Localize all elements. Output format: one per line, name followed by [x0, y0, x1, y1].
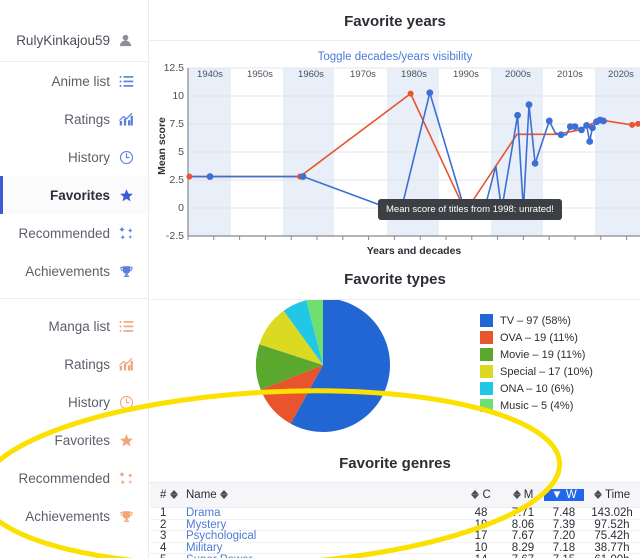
svg-text:1960s: 1960s [298, 69, 324, 80]
svg-text:2010s: 2010s [557, 69, 583, 80]
svg-text:-2.5: -2.5 [166, 230, 184, 242]
svg-text:2000s: 2000s [505, 69, 531, 80]
svg-text:1970s: 1970s [350, 69, 376, 80]
svg-text:2.5: 2.5 [169, 174, 184, 186]
svg-text:1940s: 1940s [197, 69, 223, 80]
svg-text:0: 0 [178, 202, 184, 214]
svg-text:12.5: 12.5 [164, 62, 185, 74]
svg-text:1950s: 1950s [247, 69, 273, 80]
svg-text:1980s: 1980s [401, 69, 427, 80]
svg-text:1990s: 1990s [453, 69, 479, 80]
svg-text:2020s: 2020s [608, 69, 634, 80]
svg-text:10: 10 [172, 90, 184, 102]
svg-text:5: 5 [178, 146, 184, 158]
svg-text:Years and decades: Years and decades [367, 245, 462, 257]
svg-text:7.5: 7.5 [169, 118, 184, 130]
